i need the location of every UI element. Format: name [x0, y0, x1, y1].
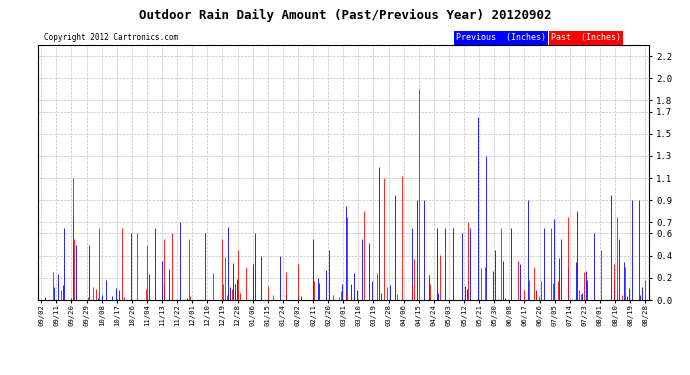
- Text: Copyright 2012 Cartronics.com: Copyright 2012 Cartronics.com: [44, 33, 178, 42]
- Text: Previous  (Inches): Previous (Inches): [456, 33, 546, 42]
- Text: Past  (Inches): Past (Inches): [551, 33, 621, 42]
- Text: Outdoor Rain Daily Amount (Past/Previous Year) 20120902: Outdoor Rain Daily Amount (Past/Previous…: [139, 9, 551, 22]
